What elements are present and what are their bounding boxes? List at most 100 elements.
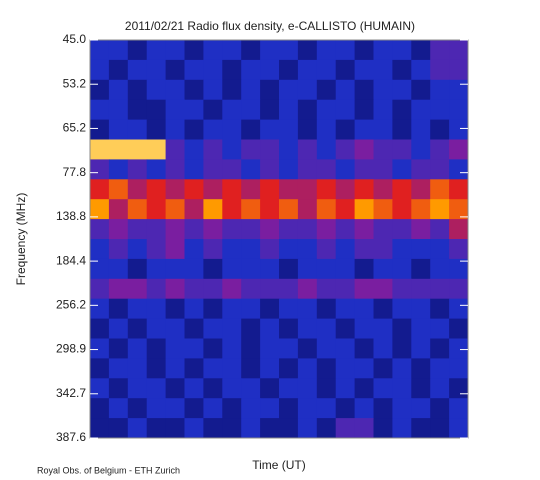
cell [241,318,261,339]
cell [127,159,148,180]
cell [203,159,223,180]
cell [392,358,412,379]
cell [354,79,374,101]
cell [392,40,412,61]
cell [354,59,374,81]
cell [108,59,129,81]
cell [146,139,167,160]
cell [373,258,393,280]
cell [297,159,318,180]
cell [184,418,204,439]
cell [184,99,204,121]
cell [335,239,356,260]
cell [279,159,299,180]
cell [279,258,299,280]
cell [203,179,223,200]
cell [316,378,337,399]
cell [184,318,204,339]
cell [241,258,261,280]
cell [449,378,469,399]
cell [108,179,129,200]
cell [354,179,374,200]
cell [316,298,337,320]
cell [146,159,167,180]
cell [108,239,129,260]
cell [392,59,412,81]
cell [373,219,393,240]
cell [241,179,261,200]
cell [222,418,242,439]
cell [222,318,242,339]
cell [260,199,280,220]
cell [316,99,337,121]
cell [260,278,280,300]
cell [222,219,242,240]
cell [184,40,204,61]
cell [316,40,337,61]
cell [449,199,469,220]
cell [222,258,242,280]
cell [392,119,412,140]
cell [279,119,299,140]
cell [373,159,393,180]
cell [279,79,299,101]
cell [430,418,450,439]
y-tick-label: 298.9 [56,342,86,356]
cell [354,99,374,121]
cell [411,79,431,101]
cell [222,179,242,200]
y-tick-label: 184.4 [56,253,86,267]
cell [165,338,185,359]
cell [127,338,148,359]
cell [260,79,280,101]
cell [127,79,148,101]
cell [449,59,469,81]
cell [203,418,223,439]
cell [203,139,223,160]
cell [241,358,261,379]
cell [354,239,374,260]
cell [165,199,185,220]
cell [260,40,280,61]
heatmap [90,40,469,439]
cell [335,258,356,280]
cell [354,139,374,160]
cell [297,179,318,200]
cell [184,79,204,101]
cell [373,99,393,121]
cell [316,219,337,240]
cell [279,418,299,439]
cell [392,298,412,320]
y-tick-label: 45.0 [63,32,87,46]
cell [411,338,431,359]
cell [430,79,450,101]
cell [165,258,185,280]
cell [222,298,242,320]
cell [146,119,167,140]
cell [260,258,280,280]
cell [203,398,223,419]
cell [297,318,318,339]
cell [165,40,185,61]
cell [392,179,412,200]
cell [127,278,148,300]
cell [449,318,469,339]
cell [203,199,223,220]
cell [335,79,356,101]
cell [108,199,129,220]
cell [411,298,431,320]
cell [354,159,374,180]
cell [316,119,337,140]
cell [411,159,431,180]
cell [165,358,185,379]
cell [335,99,356,121]
cell [335,179,356,200]
cell [373,59,393,81]
cell [184,258,204,280]
cell [146,318,167,339]
plot-frame [89,39,469,439]
cell [108,40,129,61]
cell [241,278,261,300]
cell [108,318,129,339]
